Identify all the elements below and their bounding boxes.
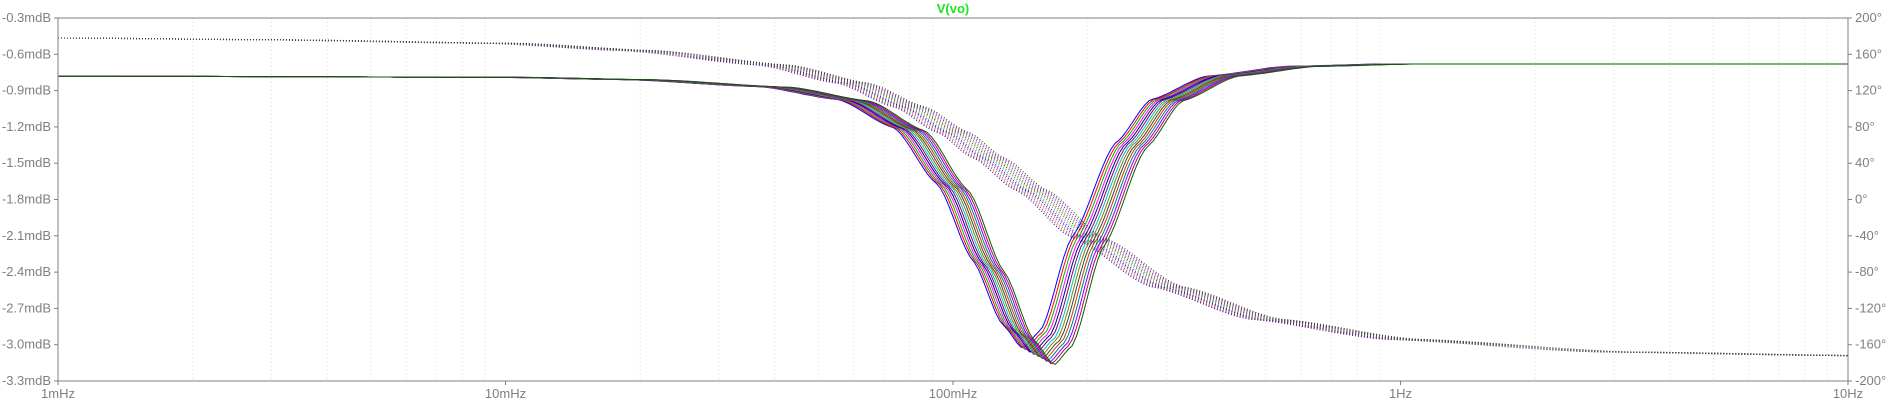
grid	[192, 18, 1829, 381]
x-tick-label: 10Hz	[1833, 386, 1863, 401]
y-right-tick-label: 200°	[1855, 10, 1882, 25]
y-left-tick-label: -2.1mdB	[2, 228, 51, 243]
y-right-tick-label: -80°	[1855, 264, 1879, 279]
y-right-tick-label: 40°	[1855, 155, 1875, 170]
x-tick-label: 10mHz	[485, 386, 526, 401]
axis-ticks	[54, 17, 1852, 385]
y-left-tick-label: -1.5mdB	[2, 155, 51, 170]
y-left-tick-label: -1.2mdB	[2, 119, 51, 134]
y-left-tick-label: -0.6mdB	[2, 46, 51, 61]
y-right-tick-label: -120°	[1855, 300, 1886, 315]
x-tick-label: 1mHz	[41, 386, 75, 401]
y-left-tick-label: -2.4mdB	[2, 264, 51, 279]
y-left-tick-label: -0.9mdB	[2, 83, 51, 98]
y-right-tick-label: 120°	[1855, 83, 1882, 98]
traces	[57, 37, 1849, 365]
x-tick-label: 100mHz	[929, 386, 977, 401]
y-right-tick-label: -40°	[1855, 228, 1879, 243]
y-left-tick-label: -1.8mdB	[2, 192, 51, 207]
y-right-tick-label: 0°	[1855, 192, 1867, 207]
trace-title[interactable]: V(vo)	[937, 1, 970, 16]
y-left-tick-label: -2.7mdB	[2, 300, 51, 315]
y-right-tick-label: 80°	[1855, 119, 1875, 134]
y-left-tick-label: -3.3mdB	[2, 373, 51, 388]
y-right-tick-label: -200°	[1855, 373, 1886, 388]
magnitude-trace	[58, 63, 1848, 365]
phase-trace	[58, 37, 1848, 356]
x-tick-label: 1Hz	[1389, 386, 1412, 401]
axis-tick-labels: 1mHz 10mHz 100mHz 1Hz 10Hz -0.3mdB -0.6mdB -0.9…	[2, 10, 1886, 401]
y-left-tick-label: -0.3mdB	[2, 10, 51, 25]
y-right-tick-label: 160°	[1855, 46, 1882, 61]
y-left-tick-label: -3.0mdB	[2, 337, 51, 352]
y-right-tick-label: -160°	[1855, 337, 1886, 352]
